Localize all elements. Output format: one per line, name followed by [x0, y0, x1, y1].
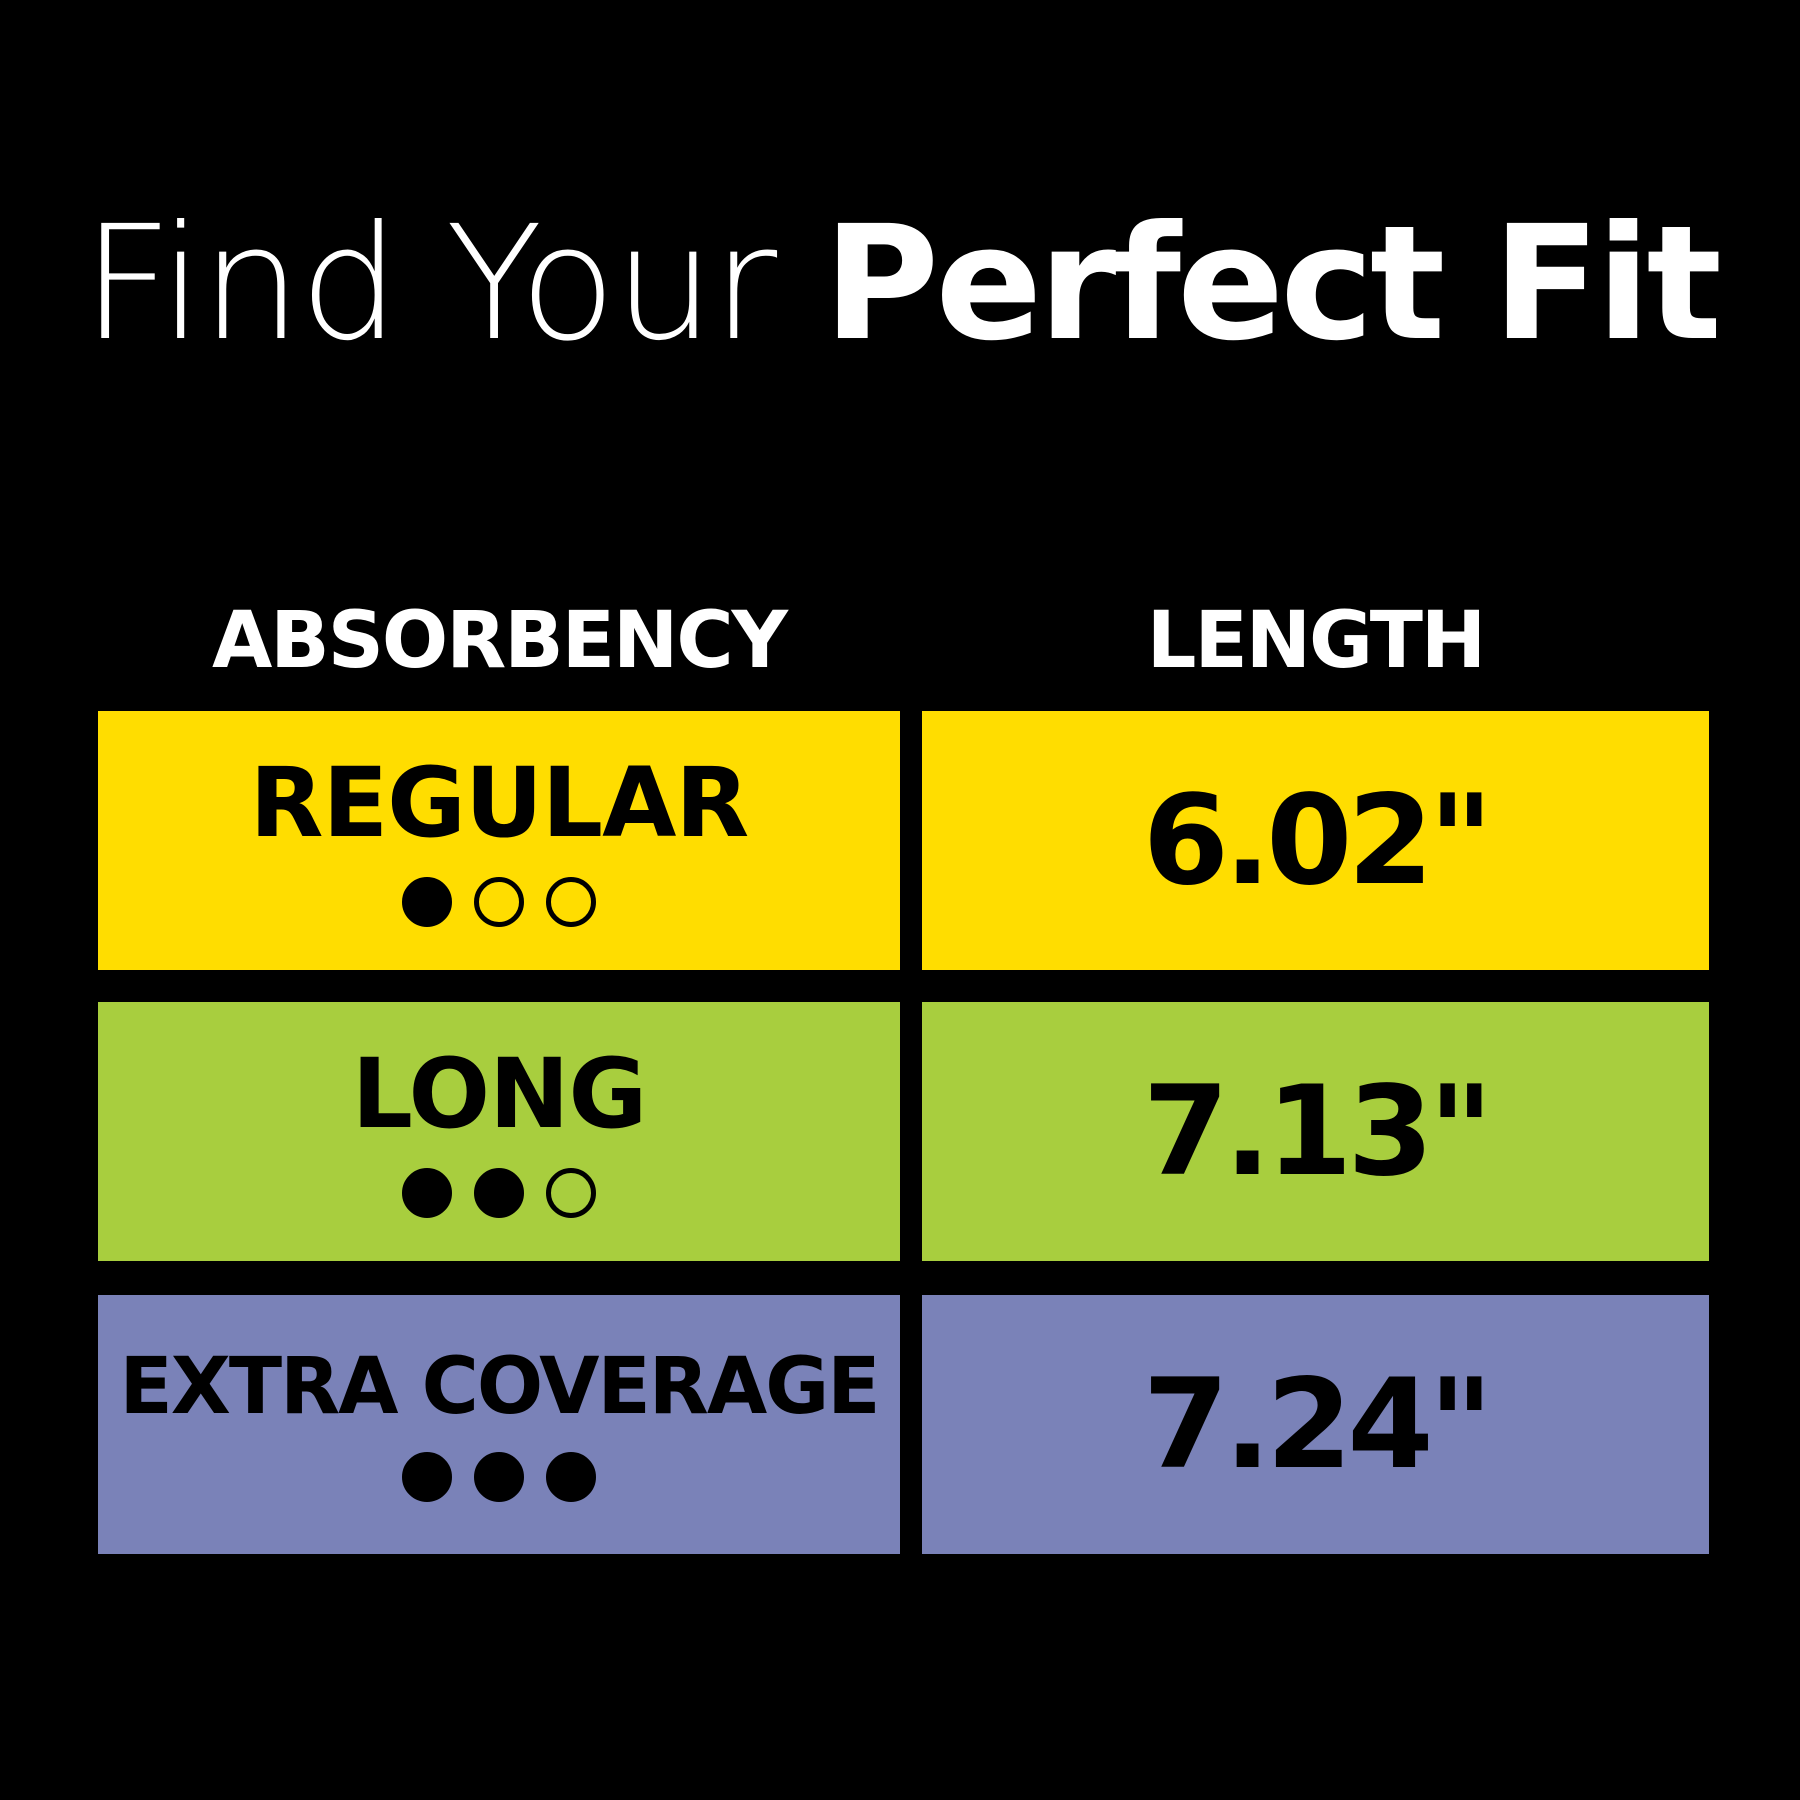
empty-circle-icon [546, 1167, 596, 1218]
length-cell: 7.24" [922, 1295, 1709, 1554]
absorbency-level-indicator [402, 1167, 596, 1218]
length-cell: 7.13" [922, 1002, 1709, 1261]
filled-circle-icon [546, 1451, 596, 1502]
absorbency-header: ABSORBENCY [211, 596, 788, 686]
length-cell: 6.02" [922, 711, 1709, 970]
absorbency-cell: REGULAR [98, 711, 900, 970]
page-title: Find Your Perfect Fit [0, 205, 1800, 363]
length-value: 7.24" [1142, 1352, 1494, 1497]
length-value: 7.13" [1142, 1059, 1494, 1204]
filled-circle-icon [402, 1451, 452, 1502]
absorbency-level-indicator [402, 1451, 596, 1502]
absorbency-label: REGULAR [249, 746, 750, 859]
length-header: LENGTH [1146, 596, 1486, 686]
empty-circle-icon [546, 876, 596, 927]
title-light: Find Your [81, 192, 824, 376]
empty-circle-icon [474, 876, 524, 927]
absorbency-cell: EXTRA COVERAGE [98, 1295, 900, 1554]
absorbency-label: EXTRA COVERAGE [119, 1341, 880, 1432]
length-value: 6.02" [1142, 768, 1494, 913]
title-bold: Perfect Fit [823, 192, 1722, 376]
absorbency-cell: LONG [98, 1002, 900, 1261]
filled-circle-icon [402, 1167, 452, 1218]
absorbency-label: LONG [351, 1037, 647, 1150]
filled-circle-icon [474, 1451, 524, 1502]
absorbency-level-indicator [402, 876, 596, 927]
filled-circle-icon [402, 876, 452, 927]
filled-circle-icon [474, 1167, 524, 1218]
